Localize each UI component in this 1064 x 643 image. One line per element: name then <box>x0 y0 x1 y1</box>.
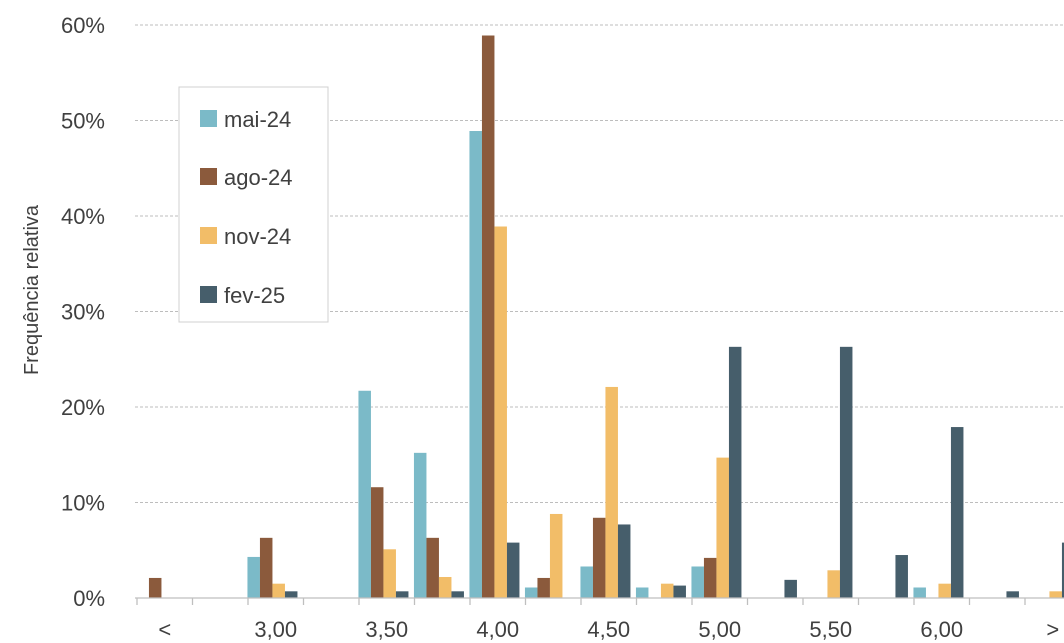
y-tick-label: 0% <box>73 586 105 611</box>
y-tick-label: 30% <box>61 300 105 325</box>
bar-fev-25 <box>284 591 298 598</box>
bar-fev-25 <box>506 542 520 598</box>
bar-mai-24 <box>691 566 704 598</box>
y-tick-label: 40% <box>61 204 105 229</box>
y-tick-label: 10% <box>61 491 105 516</box>
bar-fev-25 <box>395 591 409 598</box>
bar-nov-24 <box>605 386 618 598</box>
legend-label-ago-24: ago-24 <box>224 165 293 190</box>
bar-fev-25 <box>728 346 742 598</box>
x-tick-label: 5,50 <box>809 617 852 642</box>
bar-fev-25 <box>1061 542 1064 598</box>
bar-nov-24 <box>1049 591 1062 598</box>
bar-ago-24 <box>148 577 162 598</box>
bar-fev-25 <box>617 524 631 598</box>
bar-nov-24 <box>938 583 951 598</box>
bar-fev-25 <box>950 427 964 598</box>
bar-fev-25 <box>784 579 797 598</box>
legend-label-nov-24: nov-24 <box>224 224 291 249</box>
bar-nov-24 <box>272 583 285 598</box>
bar-fev-25 <box>895 555 908 598</box>
legend-swatch-mai-24 <box>200 110 217 127</box>
x-tick-label: 5,00 <box>698 617 741 642</box>
legend-swatch-nov-24 <box>200 227 217 244</box>
x-tick-label: 3,00 <box>254 617 297 642</box>
y-tick-label: 20% <box>61 395 105 420</box>
bar-mai-24 <box>358 390 371 598</box>
x-tick-label: 6,00 <box>920 617 963 642</box>
x-axis <box>135 597 1064 605</box>
bar-mai-24 <box>524 587 538 598</box>
y-tick-label: 60% <box>61 13 105 38</box>
bar-mai-24 <box>247 556 260 598</box>
bar-ago-24 <box>370 487 384 598</box>
x-tick-label: < <box>158 617 171 642</box>
y-axis-title: Frequência relativa <box>21 204 43 375</box>
bars <box>148 35 1064 598</box>
y-axis-tick-labels: 0% 10% 20% 30% 40% 50% 60% <box>61 13 105 611</box>
bar-ago-24 <box>592 517 606 598</box>
x-tick-label: > <box>1046 617 1059 642</box>
legend-label-fev-25: fev-25 <box>224 283 285 308</box>
x-axis-tick-labels: <3,00 3,50 4,00 4,50 5,00 5,50 6,00 > <box>158 617 1059 642</box>
bar-fev-25 <box>451 591 464 598</box>
bar-nov-24 <box>716 457 729 598</box>
bar-nov-24 <box>494 226 507 598</box>
legend-label-mai-24: mai-24 <box>224 107 291 132</box>
bar-nov-24 <box>383 549 396 598</box>
bar-fev-25 <box>839 346 853 598</box>
x-tick-label: 4,50 <box>587 617 630 642</box>
legend-swatch-ago-24 <box>200 168 217 185</box>
bar-mai-24 <box>469 131 482 598</box>
bar-mai-24 <box>635 587 649 598</box>
bar-nov-24 <box>827 570 840 598</box>
bar-nov-24 <box>438 576 452 598</box>
bar-nov-24 <box>660 583 674 598</box>
bar-ago-24 <box>426 537 439 598</box>
bar-ago-24 <box>481 35 495 598</box>
bar-mai-24 <box>580 566 593 598</box>
bar-ago-24 <box>537 577 550 598</box>
bar-mai-24 <box>913 587 926 598</box>
bar-nov-24 <box>549 513 563 598</box>
bar-fev-25 <box>673 585 686 598</box>
bar-ago-24 <box>703 557 717 598</box>
y-tick-label: 50% <box>61 109 105 134</box>
bar-mai-24 <box>413 452 427 598</box>
bar-fev-25 <box>1006 591 1019 598</box>
bar-ago-24 <box>259 537 273 598</box>
x-tick-label: 4,00 <box>476 617 519 642</box>
x-tick-label: 3,50 <box>365 617 408 642</box>
legend: mai-24 ago-24 nov-24 fev-25 <box>178 86 329 323</box>
legend-swatch-fev-25 <box>200 286 217 303</box>
